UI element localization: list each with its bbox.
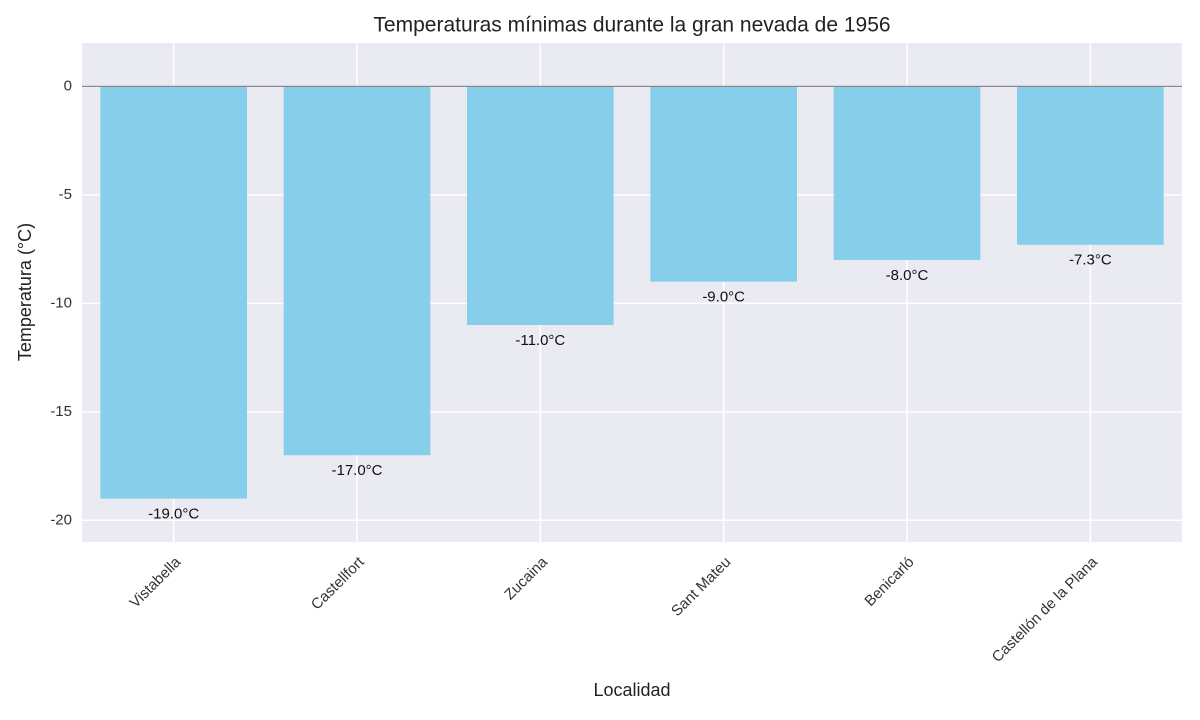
y-tick-label: -5 — [59, 186, 72, 203]
y-tick-label: -15 — [50, 403, 72, 420]
bar — [833, 86, 981, 260]
value-label: -9.0°C — [702, 289, 745, 306]
x-tick-label: Sant Mateu — [668, 554, 734, 620]
plot-area — [82, 43, 1182, 542]
x-tick-label: Benicarló — [861, 554, 917, 610]
bar — [100, 86, 247, 499]
x-axis-label: Localidad — [593, 680, 670, 700]
value-label: -11.0°C — [515, 332, 565, 349]
chart-title: Temperaturas mínimas durante la gran nev… — [373, 14, 890, 37]
value-label: -7.3°C — [1069, 252, 1112, 269]
y-axis-label: Temperatura (°C) — [15, 223, 35, 361]
y-tick-label: 0 — [64, 77, 72, 94]
value-label: -19.0°C — [148, 506, 199, 523]
bar — [650, 86, 797, 282]
value-label: -17.0°C — [331, 462, 382, 479]
value-label: -8.0°C — [886, 267, 929, 284]
bar — [467, 86, 614, 326]
x-tick-label: Zucaina — [501, 553, 551, 603]
x-tick-label: Castellón de la Plana — [989, 553, 1102, 666]
x-tick-label: Castellfort — [308, 553, 368, 613]
y-tick-label: -20 — [50, 511, 72, 528]
bar — [283, 86, 431, 456]
x-tick-label: Vistabella — [126, 553, 184, 611]
y-tick-label: -10 — [50, 294, 72, 311]
bar — [1017, 86, 1164, 245]
